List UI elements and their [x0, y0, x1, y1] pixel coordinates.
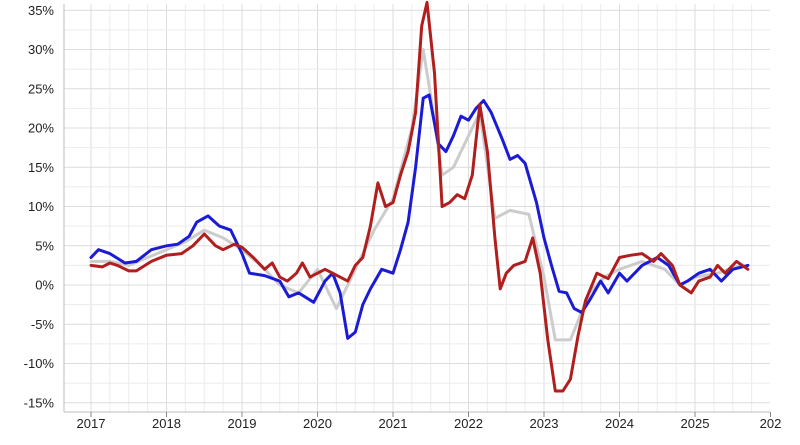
x-tick-label: 2019 [228, 416, 257, 431]
x-tick-label: 2017 [77, 416, 106, 431]
y-tick-label: 5% [35, 238, 54, 253]
x-tick-label: 2023 [530, 416, 559, 431]
y-tick-label: 10% [28, 199, 54, 214]
axes [63, 4, 771, 417]
series-line-1 [89, 93, 750, 340]
x-tick-label: 2025 [681, 416, 710, 431]
y-tick-labels: 35% 30% 25% 20% 15% 10% 5% 0% -5% -10% -15% [24, 3, 55, 411]
x-tick-label: 2020 [303, 416, 332, 431]
x-tick-label: 202 [760, 416, 782, 431]
grid [64, 4, 770, 412]
y-tick-label: 25% [28, 81, 54, 96]
x-tick-label: 2018 [152, 416, 181, 431]
y-tick-label: 20% [28, 121, 54, 136]
y-tick-label: -5% [31, 317, 55, 332]
series-lines [89, 0, 750, 393]
x-tick-label: 2022 [454, 416, 483, 431]
x-tick-label: 2024 [605, 416, 634, 431]
y-tick-label: 30% [28, 42, 54, 57]
y-tick-label: 0% [35, 278, 54, 293]
x-tick-label: 2021 [379, 416, 408, 431]
y-tick-label: 35% [28, 3, 54, 18]
y-tick-label: 15% [28, 160, 54, 175]
y-tick-label: -10% [24, 356, 55, 371]
series-line-2 [89, 0, 750, 393]
x-tick-labels: 2017 2018 2019 2020 2021 2022 2023 2024 2025 202 [77, 416, 782, 431]
y-tick-label: -15% [24, 395, 55, 410]
